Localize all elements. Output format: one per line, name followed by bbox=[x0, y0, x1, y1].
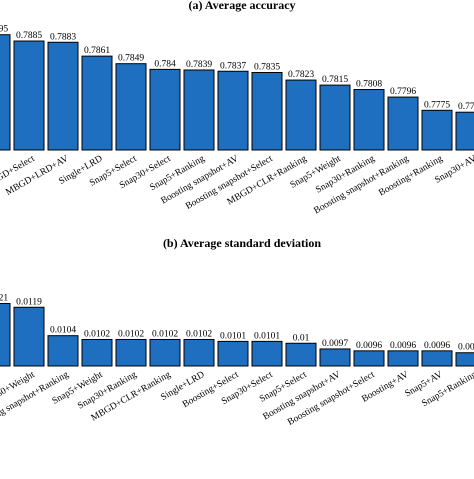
panel-a-value-label-11: 0.7815 bbox=[322, 75, 348, 85]
panel-a-bar-5 bbox=[115, 63, 147, 151]
panel-b-bar-1 bbox=[0, 302, 11, 367]
panel-b-bar-12 bbox=[353, 350, 385, 367]
panel-a-value-label-4: 0.7861 bbox=[84, 46, 110, 56]
panel-a-bar-3 bbox=[47, 41, 79, 151]
panel-a-bar-13 bbox=[387, 96, 419, 151]
panel-b-bar-9 bbox=[251, 340, 283, 367]
panel-a-value-label-1: 0.7895 bbox=[0, 25, 8, 35]
panel-a-value-label-15: 0.7772 bbox=[458, 102, 474, 112]
panel-b-bar-5 bbox=[115, 338, 147, 367]
panel-b-title: (b) Average standard deviation bbox=[163, 236, 321, 250]
panel-b-value-label-10: 0.01 bbox=[293, 333, 310, 343]
panel-b-average-standard-deviation: (b) Average standard deviation 0.0121 AV 0… bbox=[0, 236, 474, 432]
panel-a-category-label-1: AV bbox=[0, 154, 3, 169]
panel-b-value-label-13: 0.0096 bbox=[390, 341, 416, 351]
panel-a-bar-4 bbox=[81, 55, 113, 151]
panel-a-bar-2 bbox=[13, 40, 45, 151]
panel-b-bar-13 bbox=[387, 350, 419, 367]
panel-a-bar-12 bbox=[353, 89, 385, 151]
panel-b-value-label-1: 0.0121 bbox=[0, 293, 8, 303]
panel-b-bar-4 bbox=[81, 338, 113, 367]
panel-b-value-label-5: 0.0102 bbox=[118, 329, 144, 339]
panel-a-value-label-2: 0.7885 bbox=[16, 31, 42, 41]
panel-a-value-label-14: 0.7775 bbox=[424, 100, 450, 110]
panel-b-value-label-3: 0.0104 bbox=[50, 326, 76, 336]
panel-a-value-label-13: 0.7796 bbox=[390, 87, 416, 97]
panel-a-value-label-7: 0.7839 bbox=[186, 60, 212, 70]
panel-b-value-label-9: 0.0101 bbox=[254, 331, 280, 341]
panel-b-bar-8 bbox=[217, 340, 249, 367]
panel-a-bar-11 bbox=[319, 84, 351, 151]
panel-b-value-label-8: 0.0101 bbox=[220, 331, 246, 341]
panel-b-bar-7 bbox=[183, 338, 215, 367]
panel-b-bar-2 bbox=[13, 306, 45, 367]
panel-a-value-label-9: 0.7835 bbox=[254, 63, 280, 73]
panel-b-bar-6 bbox=[149, 338, 181, 367]
panel-b-value-label-7: 0.0102 bbox=[186, 329, 212, 339]
panel-b-bar-11 bbox=[319, 348, 351, 367]
panel-a-value-label-8: 0.7837 bbox=[220, 61, 246, 71]
panel-a-title: (a) Average accuracy bbox=[188, 0, 295, 12]
panel-a-average-accuracy: (a) Average accuracy 0.7895AV0.7885MBGD+… bbox=[0, 0, 474, 216]
panel-b-bar-3 bbox=[47, 335, 79, 367]
panel-a-value-label-5: 0.7849 bbox=[118, 54, 144, 64]
panel-b-value-label-11: 0.0097 bbox=[322, 339, 348, 349]
panel-b-bar-10 bbox=[285, 342, 317, 367]
panel-b-value-label-14: 0.0096 bbox=[424, 341, 450, 351]
panel-a-bar-7 bbox=[183, 69, 215, 151]
panel-a-value-label-6: 0.784 bbox=[154, 59, 176, 69]
panel-b-bar-14 bbox=[421, 350, 453, 367]
panel-a-bar-1 bbox=[0, 34, 11, 151]
panel-b-category-label-1: AV bbox=[0, 370, 3, 385]
panel-a-bar-9 bbox=[251, 72, 283, 151]
panel-b-bar-15 bbox=[455, 352, 474, 367]
panel-a-value-label-12: 0.7808 bbox=[356, 80, 382, 90]
panel-a-bar-6 bbox=[149, 68, 181, 151]
panel-b-value-label-6: 0.0102 bbox=[152, 329, 178, 339]
panel-a-bar-14 bbox=[421, 109, 453, 151]
panel-b-value-label-15: 0.0095 bbox=[458, 343, 474, 353]
panel-b-value-label-12: 0.0096 bbox=[356, 341, 382, 351]
panel-a-bar-15 bbox=[455, 111, 474, 151]
panel-b-value-label-4: 0.0102 bbox=[84, 329, 110, 339]
panel-a-value-label-3: 0.7883 bbox=[50, 32, 76, 42]
panel-a-bar-10 bbox=[285, 79, 317, 151]
panel-a-bar-8 bbox=[217, 70, 249, 151]
panel-b-value-label-2: 0.0119 bbox=[16, 297, 42, 307]
panel-a-value-label-10: 0.7823 bbox=[288, 70, 314, 80]
